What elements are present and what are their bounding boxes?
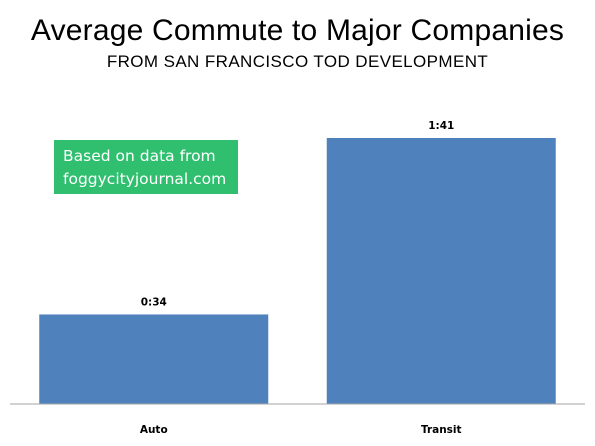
bar-transit xyxy=(326,138,556,404)
data-label-transit: 1:41 xyxy=(428,120,454,132)
source-note-line-1: Based on data from xyxy=(63,147,216,165)
category-label-transit: Transit xyxy=(421,424,462,436)
chart-subtitle: FROM SAN FRANCISCO TOD DEVELOPMENT xyxy=(106,52,489,71)
bar-auto xyxy=(39,314,269,404)
source-note: Based on data from foggycityjournal.com xyxy=(54,140,238,194)
category-label-auto: Auto xyxy=(140,424,168,436)
data-label-auto: 0:34 xyxy=(141,296,167,308)
chart-title: Average Commute to Major Companies xyxy=(30,14,565,47)
source-note-line-2: foggycityjournal.com xyxy=(63,170,227,188)
